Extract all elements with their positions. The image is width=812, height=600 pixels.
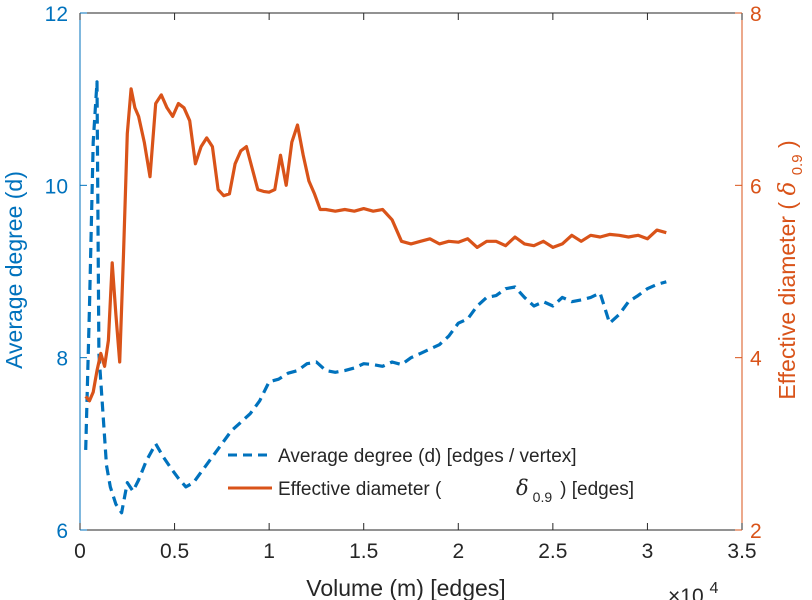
x-tick-label: 2 xyxy=(452,540,464,563)
legend-label-effective-diameter-unit: ) [edges] xyxy=(560,479,634,500)
x-tick-label: 1 xyxy=(263,540,275,563)
x-tick-label: 3.5 xyxy=(727,540,756,563)
legend-label-effective-diameter-text: Effective diameter ( xyxy=(278,479,442,500)
legend: Average degree (d) [edges / vertex] Effe… xyxy=(228,446,634,506)
x-axis-multiplier-base: ×10 xyxy=(668,585,704,600)
x-tick-label: 1.5 xyxy=(349,540,378,563)
x-tick-label: 2.5 xyxy=(538,540,567,563)
series-effective-diameter xyxy=(84,87,667,403)
x-axis-multiplier-exponent: 4 xyxy=(709,580,718,597)
y-axis-label-left: Average degree (d) xyxy=(1,171,27,369)
legend-label-effective-diameter: Effective diameter ( δ 0.9 ) [edges] xyxy=(278,476,634,506)
y-axis-label-right-subscript: 0.9 xyxy=(789,154,806,175)
series-average-degree xyxy=(84,80,667,515)
y-tick-label-right: 6 xyxy=(750,175,762,198)
y-axis-label-right-text: Effective diameter ( xyxy=(774,196,800,400)
y-tick-label-left: 6 xyxy=(56,520,68,543)
y-axis-label-right-symbol: δ xyxy=(775,182,801,196)
x-axis-label: Volume (m) [edges] xyxy=(306,575,505,600)
legend-label-average-degree: Average degree (d) [edges / vertex] xyxy=(278,446,577,467)
y-tick-label-right: 2 xyxy=(750,520,762,543)
y-tick-label-left: 8 xyxy=(56,348,68,371)
legend-label-effective-diameter-symbol: δ xyxy=(516,476,529,500)
x-axis-multiplier: ×10 4 xyxy=(668,580,718,600)
y-tick-label-left: 10 xyxy=(45,175,68,198)
x-tick-label: 3 xyxy=(642,540,654,563)
y-axis-label-right: Effective diameter ( δ 0.9 ) xyxy=(774,140,807,399)
y-tick-label-right: 4 xyxy=(750,348,762,371)
x-tick-label: 0.5 xyxy=(160,540,189,563)
y-tick-label-left: 12 xyxy=(45,3,68,26)
y-tick-label-right: 8 xyxy=(750,3,762,26)
legend-label-effective-diameter-subscript: 0.9 xyxy=(533,489,553,505)
y-axis-label-right-close: ) xyxy=(774,140,800,148)
x-tick-label: 0 xyxy=(74,540,86,563)
